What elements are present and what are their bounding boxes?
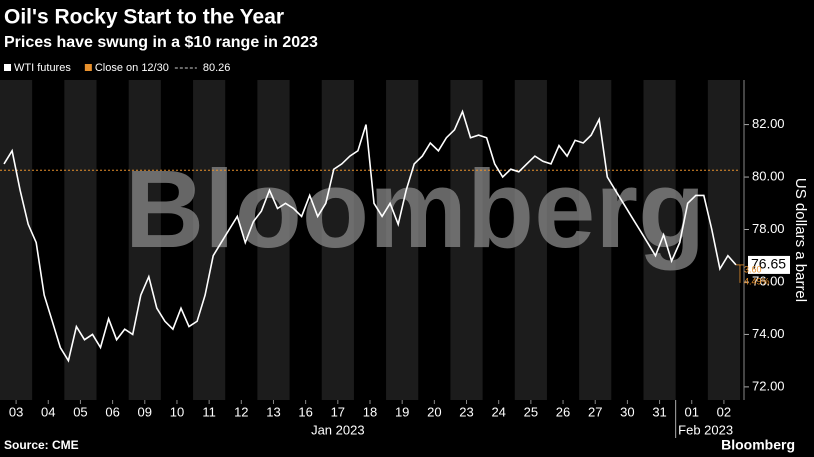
x-tick-label: 01 bbox=[685, 404, 699, 419]
source: Source: CME bbox=[4, 438, 79, 452]
x-tick-label: 13 bbox=[266, 404, 280, 419]
last-value-label: 76.65 bbox=[751, 256, 786, 272]
brand: Bloomberg bbox=[721, 437, 795, 453]
x-tick-label: 04 bbox=[41, 404, 55, 419]
legend-swatch bbox=[4, 64, 11, 71]
day-band bbox=[514, 80, 547, 400]
x-tick-label: 09 bbox=[138, 404, 152, 419]
x-tick-label: 20 bbox=[427, 404, 441, 419]
day-band bbox=[450, 80, 483, 400]
day-band bbox=[321, 80, 354, 400]
x-tick-label: 30 bbox=[620, 404, 634, 419]
y-tick-label: 74.00 bbox=[752, 326, 785, 341]
last-value-box bbox=[748, 255, 790, 274]
x-tick-label: 06 bbox=[105, 404, 119, 419]
month-label: Feb 2023 bbox=[678, 422, 733, 437]
x-tick-label: 10 bbox=[170, 404, 184, 419]
x-tick-label: 24 bbox=[491, 404, 505, 419]
x-tick-label: 25 bbox=[524, 404, 538, 419]
day-band bbox=[193, 80, 226, 400]
day-band bbox=[643, 80, 676, 400]
x-tick-label: 05 bbox=[73, 404, 87, 419]
x-tick-label: 23 bbox=[459, 404, 473, 419]
legend-value: 80.26 bbox=[203, 62, 231, 74]
y-axis-label: US dollars a barrel bbox=[792, 178, 809, 302]
change-annotation: 3.60 bbox=[744, 264, 762, 274]
day-band bbox=[386, 80, 419, 400]
change-annotation: 4.49% bbox=[744, 276, 770, 286]
x-tick-label: 18 bbox=[363, 404, 377, 419]
y-tick-label: 80.00 bbox=[752, 168, 785, 183]
day-band bbox=[0, 80, 33, 400]
day-band bbox=[64, 80, 97, 400]
legend-swatch bbox=[84, 64, 92, 71]
day-band bbox=[707, 80, 740, 400]
x-tick-label: 27 bbox=[588, 404, 602, 419]
watermark: Bloomberg bbox=[125, 148, 706, 271]
x-tick-label: 16 bbox=[298, 404, 312, 419]
x-tick-label: 31 bbox=[652, 404, 666, 419]
y-tick-label: 72.00 bbox=[752, 378, 785, 393]
legend-label: Close on 12/30 bbox=[95, 62, 169, 74]
price-line bbox=[3, 109, 737, 363]
chart-title: Oil's Rocky Start to the Year bbox=[4, 6, 284, 29]
legend-label: WTI futures bbox=[14, 62, 71, 74]
y-tick-label: 76.00 bbox=[752, 273, 785, 288]
month-label: Jan 2023 bbox=[311, 422, 365, 437]
x-tick-label: 17 bbox=[331, 404, 345, 419]
x-tick-label: 02 bbox=[717, 404, 731, 419]
y-tick-label: 78.00 bbox=[752, 221, 785, 236]
x-tick-label: 03 bbox=[9, 404, 23, 419]
day-band bbox=[579, 80, 612, 400]
y-tick-label: 82.00 bbox=[752, 116, 785, 131]
x-tick-label: 19 bbox=[395, 404, 409, 419]
day-band bbox=[128, 80, 161, 400]
x-tick-label: 26 bbox=[556, 404, 570, 419]
x-tick-label: 11 bbox=[202, 404, 216, 419]
x-tick-label: 12 bbox=[234, 404, 248, 419]
day-band bbox=[257, 80, 290, 400]
chart-subtitle: Prices have swung in a $10 range in 2023 bbox=[4, 34, 318, 51]
